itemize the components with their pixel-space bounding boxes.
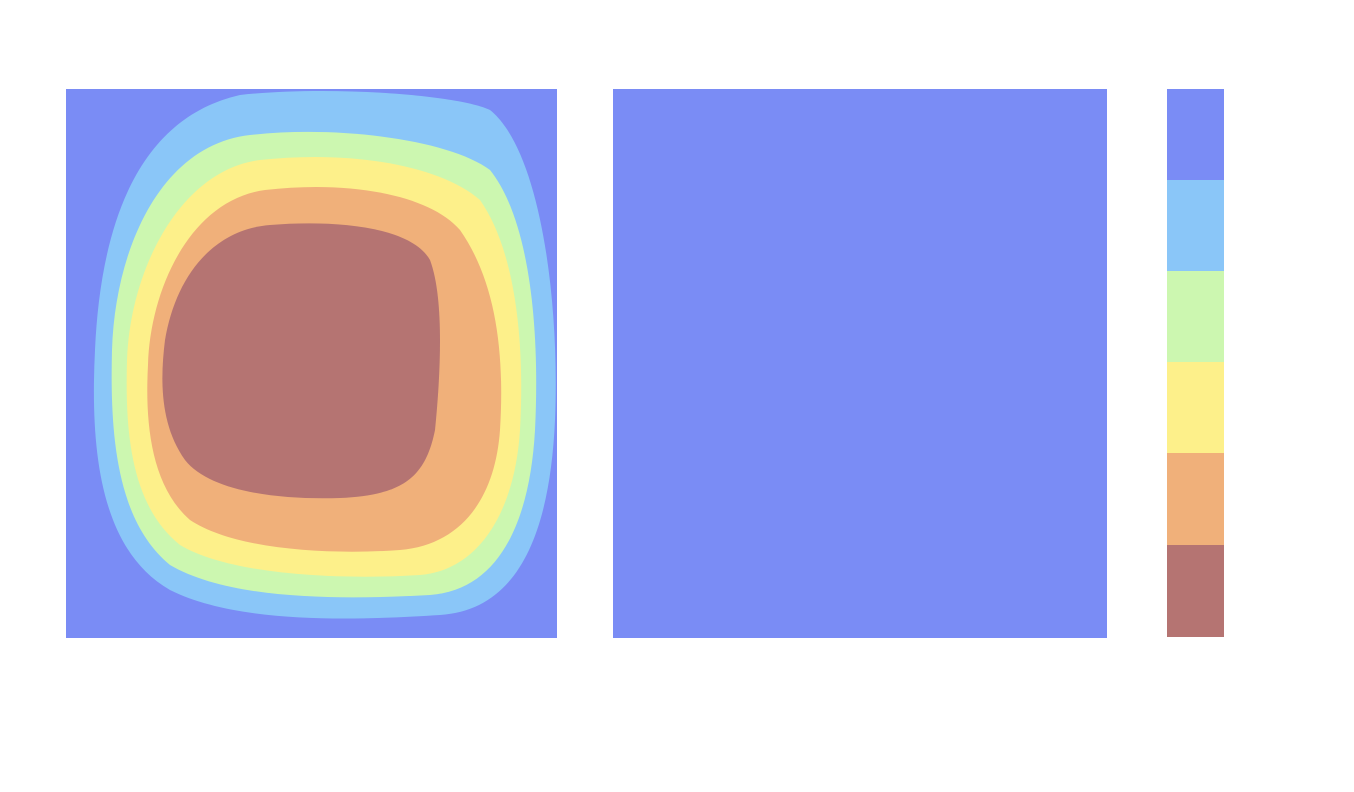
colorbar-band: [1167, 89, 1224, 181]
colorbar-band: [1167, 180, 1224, 272]
contour: [162, 223, 441, 499]
colorbar-band: [1167, 545, 1224, 637]
colorbar-band: [1167, 453, 1224, 546]
colorbar-band: [1167, 271, 1224, 363]
right-panel: [613, 89, 1107, 638]
colorbar-band: [1167, 362, 1224, 454]
colorbar: [1167, 89, 1224, 637]
background: [613, 89, 1107, 638]
left-panel: [66, 89, 557, 638]
